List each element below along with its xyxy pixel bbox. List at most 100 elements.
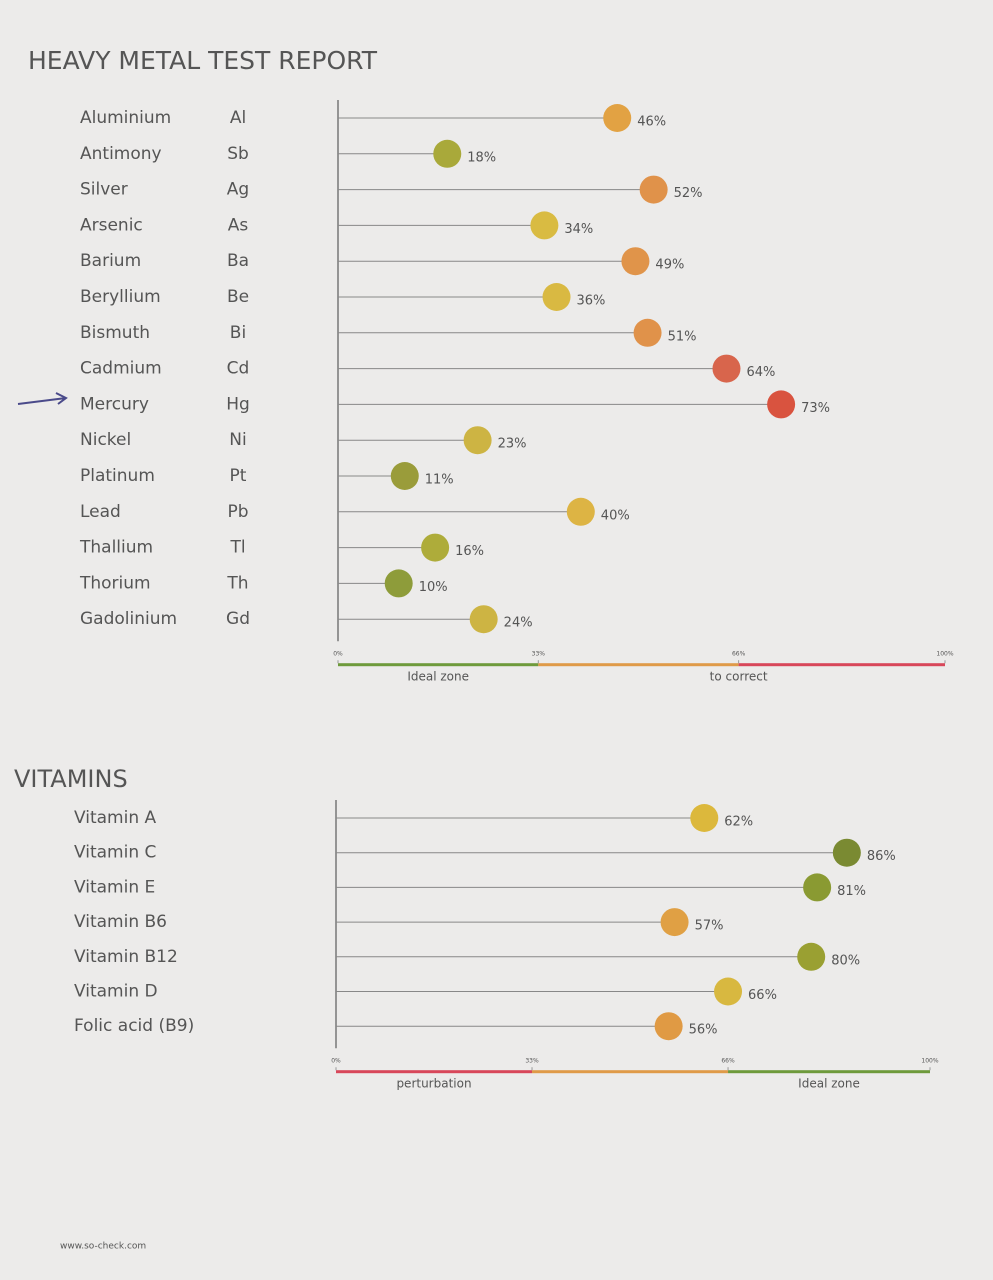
category-label: Vitamin E: [74, 877, 155, 897]
x-tick-label: 66%: [732, 651, 746, 658]
value-label: 24%: [504, 616, 533, 631]
zone-bar: [728, 1070, 930, 1074]
footer: www.so-check.com: [60, 1242, 146, 1252]
category-label: Vitamin B12: [74, 947, 178, 967]
category-label: Vitamin C: [74, 843, 156, 863]
zone-label: Ideal zone: [407, 670, 469, 684]
category-label: Aluminium: [80, 108, 171, 128]
category-label: Antimony: [80, 144, 162, 164]
dot: [621, 247, 650, 276]
symbol-label: Pb: [227, 502, 248, 522]
symbol-label: Hg: [226, 394, 250, 414]
value-label: 51%: [668, 329, 697, 344]
value-label: 16%: [455, 544, 484, 559]
value-label: 40%: [601, 508, 630, 523]
dot: [660, 908, 689, 937]
x-tick-label: 100%: [921, 1058, 938, 1065]
value-label: 34%: [564, 222, 593, 237]
category-label: Silver: [80, 180, 128, 200]
zone-bar: [338, 663, 539, 667]
value-label: 80%: [831, 953, 860, 968]
zone-label: to correct: [710, 670, 768, 684]
dot: [542, 283, 571, 311]
category-label: Gadolinium: [80, 609, 177, 629]
x-tick-label: 66%: [721, 1058, 735, 1065]
symbol-label: Th: [226, 573, 248, 593]
dot: [390, 462, 419, 490]
value-label: 62%: [724, 815, 753, 830]
dot: [803, 873, 832, 902]
value-label: 81%: [837, 884, 866, 899]
category-label: Cadmium: [80, 359, 162, 379]
symbol-label: Ba: [227, 251, 249, 271]
zone-label: Ideal zone: [798, 1077, 860, 1091]
dot: [712, 354, 741, 383]
dot: [463, 426, 492, 455]
category-label: Thallium: [79, 538, 153, 558]
x-tick-label: 100%: [936, 651, 953, 658]
category-label: Folic acid (B9): [74, 1016, 194, 1036]
symbol-label: As: [228, 215, 249, 235]
symbol-label: Ni: [229, 430, 246, 450]
symbol-label: Al: [230, 108, 246, 128]
pen-mark: [17, 392, 68, 405]
dot: [832, 838, 861, 867]
dot: [384, 569, 413, 598]
value-label: 23%: [498, 437, 527, 452]
dot: [603, 104, 632, 132]
category-label: Vitamin B6: [74, 912, 167, 932]
section-title: VITAMINS: [14, 765, 128, 793]
dot: [469, 605, 498, 634]
dot: [767, 390, 796, 419]
zone-bar: [538, 663, 739, 667]
x-tick-label: 0%: [331, 1058, 341, 1065]
value-label: 66%: [748, 988, 777, 1003]
category-label: Vitamin A: [74, 808, 157, 828]
symbol-label: Sb: [227, 144, 249, 164]
category-label: Mercury: [80, 394, 149, 414]
category-label: Bismuth: [80, 323, 150, 343]
x-tick-label: 0%: [333, 651, 343, 658]
value-label: 52%: [674, 186, 703, 201]
dot: [639, 175, 668, 204]
symbol-label: Tl: [229, 538, 245, 558]
report-title: HEAVY METAL TEST REPORT: [28, 46, 378, 75]
zone-bar: [738, 663, 945, 667]
symbol-label: Bi: [230, 323, 246, 343]
category-label: Lead: [80, 502, 121, 522]
category-label: Nickel: [80, 430, 131, 450]
symbol-label: Gd: [226, 609, 250, 629]
symbol-label: Cd: [227, 359, 250, 379]
value-label: 46%: [637, 115, 666, 130]
category-label: Beryllium: [80, 287, 161, 307]
symbol-label: Be: [227, 287, 249, 307]
value-label: 64%: [746, 365, 775, 380]
dot: [690, 804, 719, 832]
value-label: 49%: [655, 258, 684, 273]
zone-bar: [532, 1070, 729, 1074]
value-label: 36%: [577, 294, 606, 309]
value-label: 10%: [419, 580, 448, 595]
dot: [566, 497, 595, 526]
x-tick-label: 33%: [525, 1058, 539, 1065]
dot: [530, 211, 559, 240]
zone-bar: [336, 1070, 533, 1074]
symbol-label: Ag: [227, 180, 249, 200]
dot: [714, 977, 743, 1006]
category-label: Platinum: [80, 466, 155, 486]
category-label: Thorium: [79, 573, 151, 593]
dot: [797, 942, 826, 971]
symbol-label: Pt: [230, 466, 247, 486]
dot: [421, 533, 450, 562]
category-label: Arsenic: [80, 215, 143, 235]
value-label: 86%: [867, 849, 896, 864]
dot: [633, 318, 662, 347]
dot: [433, 139, 462, 168]
zone-label: perturbation: [396, 1077, 471, 1091]
x-tick-label: 33%: [532, 651, 546, 658]
dot: [654, 1012, 683, 1041]
value-label: 73%: [801, 401, 830, 416]
value-label: 18%: [467, 150, 496, 165]
